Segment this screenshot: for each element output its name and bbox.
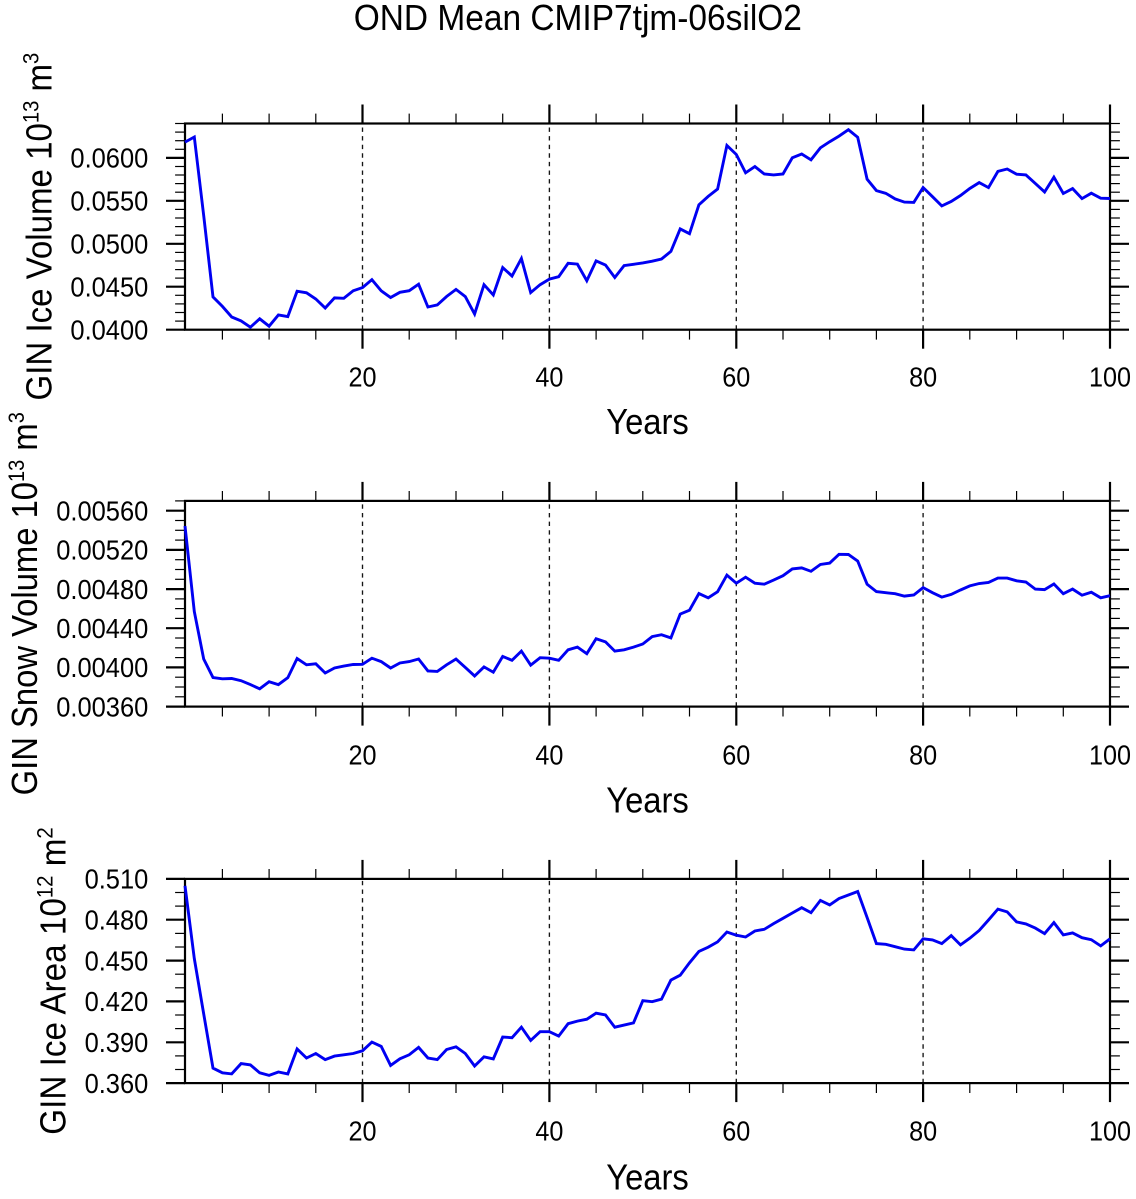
svg-text:0.420: 0.420 [85,986,149,1017]
svg-text:80: 80 [909,1115,937,1147]
svg-text:40: 40 [535,739,563,771]
svg-text:80: 80 [909,739,937,771]
svg-text:0.360: 0.360 [85,1068,149,1099]
svg-text:0.0450: 0.0450 [70,271,148,302]
svg-text:0.480: 0.480 [85,904,149,935]
svg-text:0.510: 0.510 [85,864,149,895]
svg-text:0.00480: 0.00480 [56,574,148,605]
svg-text:20: 20 [348,361,376,393]
svg-text:0.0600: 0.0600 [70,143,148,174]
svg-text:80: 80 [909,361,937,393]
svg-text:0.00520: 0.00520 [56,535,148,566]
svg-text:0.0400: 0.0400 [70,314,148,345]
svg-text:100: 100 [1089,361,1131,393]
svg-text:0.00360: 0.00360 [56,691,148,722]
svg-text:60: 60 [722,361,750,393]
svg-text:0.0500: 0.0500 [70,228,148,259]
svg-text:20: 20 [348,1115,376,1147]
svg-text:Years: Years [606,781,689,821]
svg-text:Years: Years [606,1158,689,1194]
svg-text:20: 20 [348,739,376,771]
svg-text:0.00400: 0.00400 [56,652,148,683]
svg-text:100: 100 [1089,1115,1131,1147]
svg-text:0.00440: 0.00440 [56,613,148,644]
svg-text:OND Mean CMIP7tjm-06silO2: OND Mean CMIP7tjm-06silO2 [354,0,802,38]
svg-text:60: 60 [722,739,750,771]
svg-text:GIN Ice Area 1012 m2: GIN Ice Area 1012 m2 [34,827,74,1134]
svg-text:0.390: 0.390 [85,1027,149,1058]
svg-text:Years: Years [606,403,689,443]
svg-text:0.0550: 0.0550 [70,185,148,216]
svg-text:40: 40 [535,1115,563,1147]
svg-text:0.450: 0.450 [85,945,149,976]
svg-text:100: 100 [1089,739,1131,771]
svg-text:0.00560: 0.00560 [56,495,148,526]
svg-text:60: 60 [722,1115,750,1147]
svg-text:40: 40 [535,361,563,393]
